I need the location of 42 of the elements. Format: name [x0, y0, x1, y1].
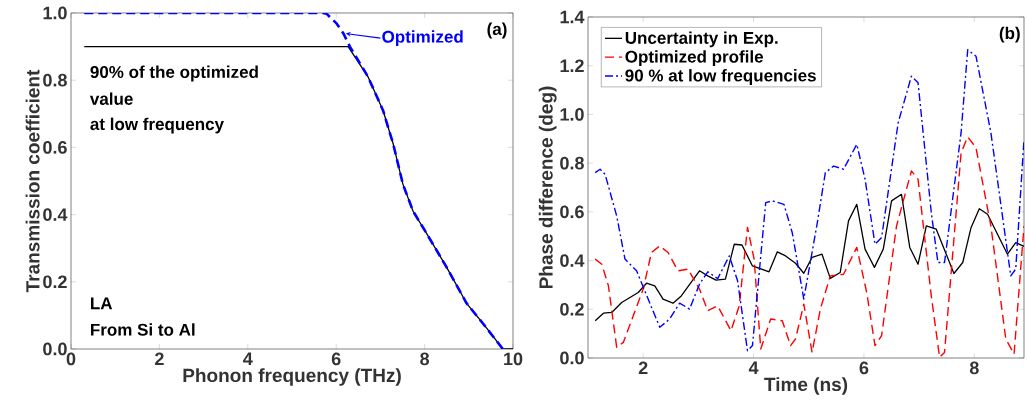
legend-label: Uncertainty in Exp. [625, 31, 778, 48]
annotation: value [89, 92, 133, 105]
annotation: (a) [487, 22, 507, 39]
y-tick-label: 0.0 [43, 342, 67, 356]
annotation: From Si to Al [91, 323, 195, 336]
annotation: LA [91, 297, 113, 310]
x-axis-title: Phonon frequency (THz) [183, 368, 401, 386]
y-tick-label: 0.4 [43, 208, 68, 221]
y-tick-label: 0.2 [43, 275, 67, 289]
line-series [594, 193, 1025, 322]
x-tick-label: 6 [859, 361, 869, 375]
line-series [594, 136, 1025, 358]
y-tick-label: 1.4 [560, 10, 585, 24]
y-tick-label: 0.8 [43, 73, 67, 87]
y-tick-label: 0.4 [560, 254, 585, 267]
legend-label: 90 % at low frequencies [625, 69, 816, 85]
annotation: Optimized [382, 30, 463, 47]
y-tick-label: 0.6 [560, 205, 584, 219]
annotation: (b) [999, 26, 1020, 43]
y-tick-label: 1.0 [560, 108, 584, 121]
annotation: at low frequency [90, 117, 224, 134]
y-tick-label: 0.2 [560, 302, 584, 316]
y-tick-label: 1.2 [560, 59, 584, 72]
annotation: 90% of the optimized [90, 65, 258, 82]
line-series [594, 48, 1025, 352]
x-tick-label: 0 [66, 352, 76, 366]
legend-label: Optimized profile [625, 50, 764, 67]
x-tick-label: 4 [748, 361, 759, 374]
x-tick-label: 4 [243, 352, 253, 365]
x-tick-label: 10 [504, 352, 523, 366]
x-tick-label: 6 [331, 352, 341, 366]
y-tick-label: 0.6 [43, 141, 67, 154]
x-tick-label: 8 [969, 361, 979, 375]
x-tick-label: 8 [420, 352, 430, 366]
y-axis-title: Phase difference (deg) [538, 86, 557, 289]
y-tick-label: 0.0 [560, 351, 584, 365]
x-tick-label: 2 [155, 352, 164, 366]
y-axis-title: Transmission coefficient [25, 69, 40, 293]
x-axis-title: Time (ns) [764, 377, 848, 395]
x-tick-label: 2 [638, 361, 648, 375]
y-tick-label: 0.8 [560, 156, 584, 170]
y-tick-label: 1.0 [43, 6, 67, 20]
